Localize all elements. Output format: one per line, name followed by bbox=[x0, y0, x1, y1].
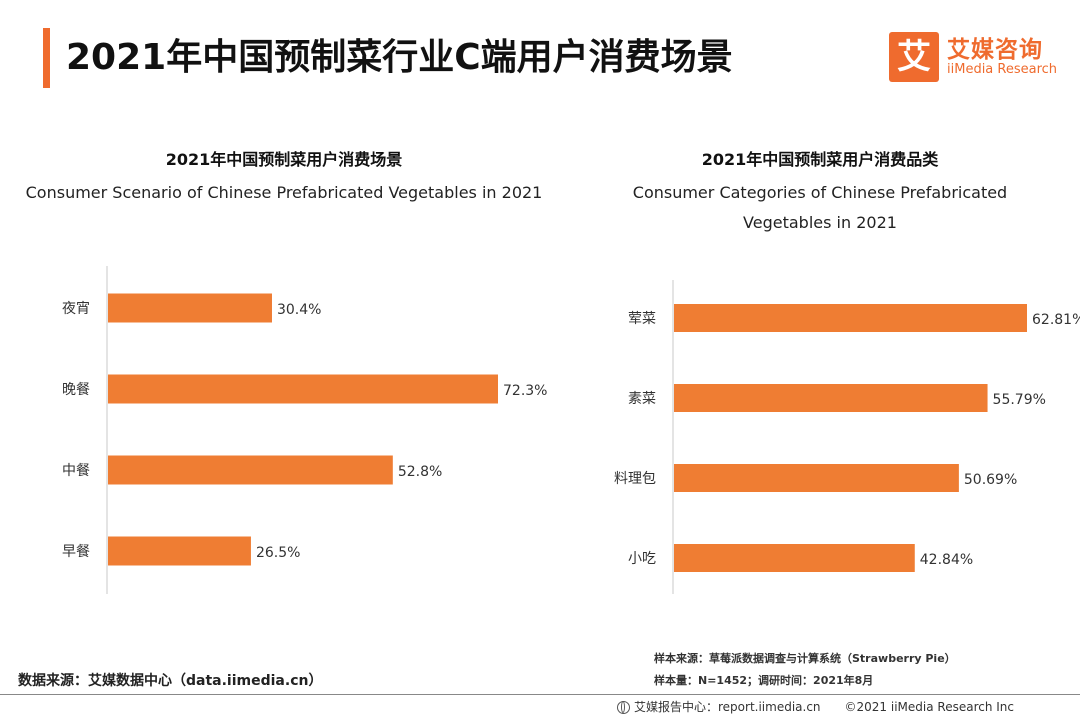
category-label: 中餐 bbox=[62, 463, 90, 479]
data-label: 26.5% bbox=[256, 545, 300, 561]
chart-2-title: 2021年中国预制菜用户消费品类 bbox=[701, 150, 939, 169]
data-label: 62.81% bbox=[1032, 312, 1080, 328]
title-accent-bar bbox=[43, 28, 50, 88]
category-label: 小吃 bbox=[628, 551, 656, 567]
footer-credits: 艾媒报告中心：report.iimedia.cn ©2021 iiMedia Re… bbox=[617, 698, 1014, 715]
data-label: 42.84% bbox=[920, 552, 973, 568]
chart-1-scenario: 夜宵 30.4% 晚餐 72.3% 中餐 52.8% 早餐 26.5% bbox=[62, 266, 547, 594]
logo-chinese-text: 艾媒咨询 bbox=[947, 37, 1043, 63]
chart-2-subtitle: Consumer Categories of Chinese Prefabric… bbox=[632, 183, 1008, 232]
data-label: 30.4% bbox=[277, 302, 321, 318]
bar-2 bbox=[108, 374, 498, 404]
chart-1-title: 2021年中国预制菜用户消费场景 bbox=[165, 150, 403, 169]
data-label: 72.3% bbox=[503, 383, 547, 399]
bar-1 bbox=[674, 304, 1027, 332]
page-title: 2021年中国预制菜行业C端用户消费场景 bbox=[66, 37, 733, 78]
bar-4 bbox=[674, 544, 915, 572]
bar-1 bbox=[108, 293, 272, 323]
bar-2 bbox=[674, 384, 988, 412]
logo-mark: 艾 bbox=[889, 32, 939, 82]
category-label: 料理包 bbox=[614, 471, 656, 487]
category-label: 早餐 bbox=[62, 544, 90, 560]
report-center-link[interactable]: 艾媒报告中心：report.iimedia.cn bbox=[634, 700, 821, 714]
globe-icon bbox=[617, 701, 630, 714]
bar-4 bbox=[108, 536, 251, 566]
bar-3 bbox=[674, 464, 959, 492]
data-source: 数据来源：艾媒数据中心（data.iimedia.cn） bbox=[18, 673, 323, 689]
data-label: 52.8% bbox=[398, 464, 442, 480]
footer-divider bbox=[0, 694, 1080, 695]
chart-2-categories: 荤菜 62.81% 素菜 55.79% 料理包 50.69% 小吃 42.84% bbox=[614, 280, 1080, 594]
category-label: 夜宵 bbox=[62, 300, 90, 317]
copyright-text: ©2021 iiMedia Research Inc bbox=[844, 700, 1015, 714]
logo-english-text: iiMedia Research bbox=[947, 62, 1058, 77]
category-label: 荤菜 bbox=[628, 311, 656, 327]
chart-1-subtitle: Consumer Scenario of Chinese Prefabricat… bbox=[25, 183, 543, 202]
category-label: 晚餐 bbox=[62, 382, 90, 398]
data-label: 55.79% bbox=[993, 392, 1046, 408]
category-label: 素菜 bbox=[628, 391, 656, 407]
data-label: 50.69% bbox=[964, 472, 1017, 488]
sample-source-note: 样本来源：草莓派数据调查与计算系统（Strawberry Pie） bbox=[654, 652, 956, 665]
bar-3 bbox=[108, 455, 393, 485]
sample-size-note: 样本量：N=1452；调研时间：2021年8月 bbox=[654, 674, 874, 687]
iimedia-logo: 艾 艾媒咨询 iiMedia Research bbox=[889, 30, 1059, 85]
